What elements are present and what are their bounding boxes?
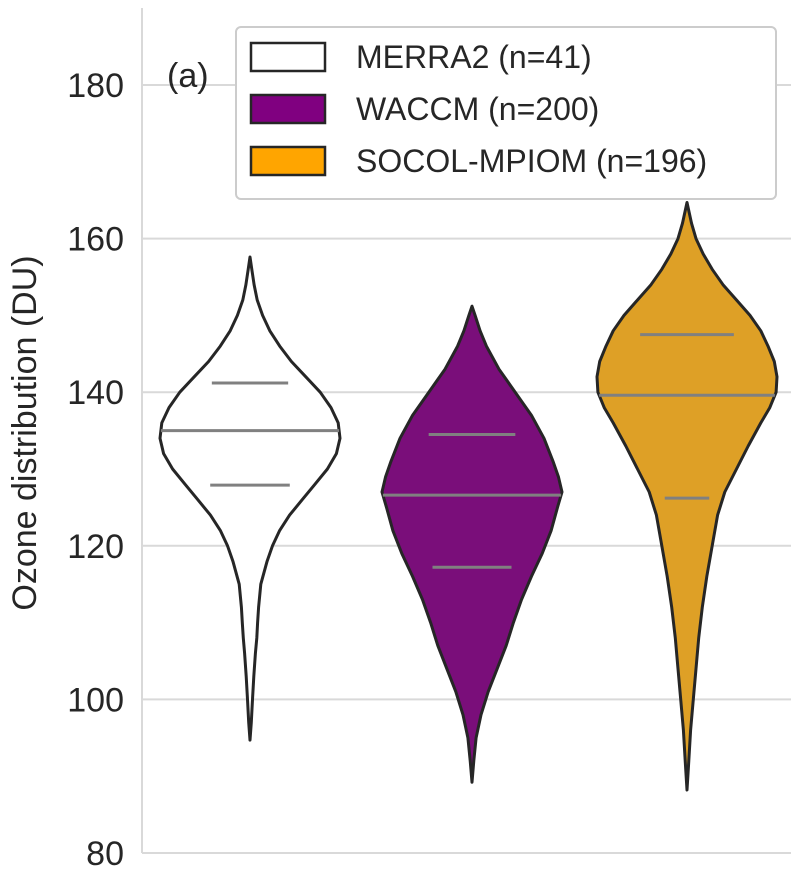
violin-2 xyxy=(380,304,564,784)
y-tick-label-80: 80 xyxy=(86,835,124,872)
violin-body-2 xyxy=(380,304,564,784)
violins xyxy=(158,201,779,792)
y-tick-labels: 80 100 120 140 160 180 xyxy=(67,67,124,872)
violin-3 xyxy=(595,201,779,792)
legend: MERRA2 (n=41) WACCM (n=200) SOCOL-MPIOM (n… xyxy=(235,26,777,200)
y-tick-label-160: 160 xyxy=(67,221,124,259)
legend-frame xyxy=(235,26,777,200)
y-tick-label-180: 180 xyxy=(67,67,124,105)
legend-label-3: SOCOL-MPIOM (n=196) xyxy=(356,143,707,179)
y-tick-label-100: 100 xyxy=(67,681,124,719)
legend-label-1: MERRA2 (n=41) xyxy=(356,39,592,75)
legend-swatch-1 xyxy=(249,41,327,73)
y-tick-label-120: 120 xyxy=(67,528,124,566)
legend-label-2: WACCM (n=200) xyxy=(356,91,599,127)
legend-swatch-3 xyxy=(249,145,327,177)
violin-body-1 xyxy=(158,255,342,742)
y-tick-label-140: 140 xyxy=(67,374,124,412)
legend-items: MERRA2 (n=41) WACCM (n=200) SOCOL-MPIOM (n… xyxy=(249,39,707,179)
panel-label: (a) xyxy=(167,57,209,95)
violin-body-3 xyxy=(595,201,779,792)
violin-1 xyxy=(158,255,342,742)
legend-swatch-2 xyxy=(249,93,327,125)
y-axis-label: Ozone distribution (DU) xyxy=(6,255,44,610)
